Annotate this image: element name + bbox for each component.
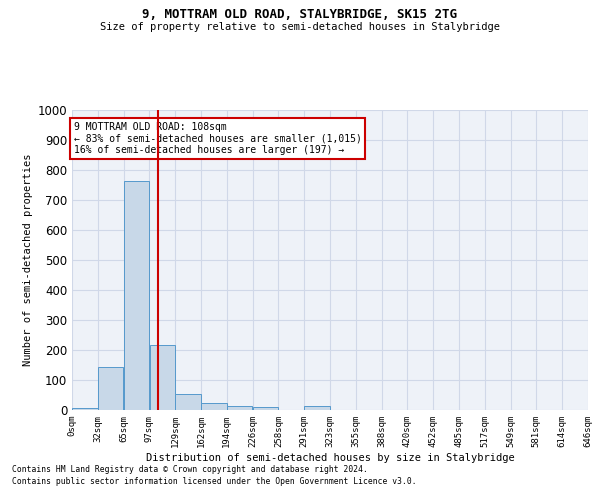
Text: Contains public sector information licensed under the Open Government Licence v3: Contains public sector information licen… xyxy=(12,477,416,486)
X-axis label: Distribution of semi-detached houses by size in Stalybridge: Distribution of semi-detached houses by … xyxy=(146,452,514,462)
Bar xyxy=(227,406,253,410)
Bar xyxy=(98,366,124,410)
Y-axis label: Number of semi-detached properties: Number of semi-detached properties xyxy=(23,154,34,366)
Bar xyxy=(201,403,227,410)
Text: Size of property relative to semi-detached houses in Stalybridge: Size of property relative to semi-detach… xyxy=(100,22,500,32)
Text: Contains HM Land Registry data © Crown copyright and database right 2024.: Contains HM Land Registry data © Crown c… xyxy=(12,466,368,474)
Text: 9, MOTTRAM OLD ROAD, STALYBRIDGE, SK15 2TG: 9, MOTTRAM OLD ROAD, STALYBRIDGE, SK15 2… xyxy=(143,8,458,20)
Bar xyxy=(124,182,149,410)
Bar xyxy=(149,344,175,410)
Text: 9 MOTTRAM OLD ROAD: 108sqm
← 83% of semi-detached houses are smaller (1,015)
16%: 9 MOTTRAM OLD ROAD: 108sqm ← 83% of semi… xyxy=(74,122,361,155)
Bar xyxy=(253,407,278,410)
Bar xyxy=(304,406,330,410)
Bar xyxy=(175,394,201,410)
Bar xyxy=(72,408,98,410)
